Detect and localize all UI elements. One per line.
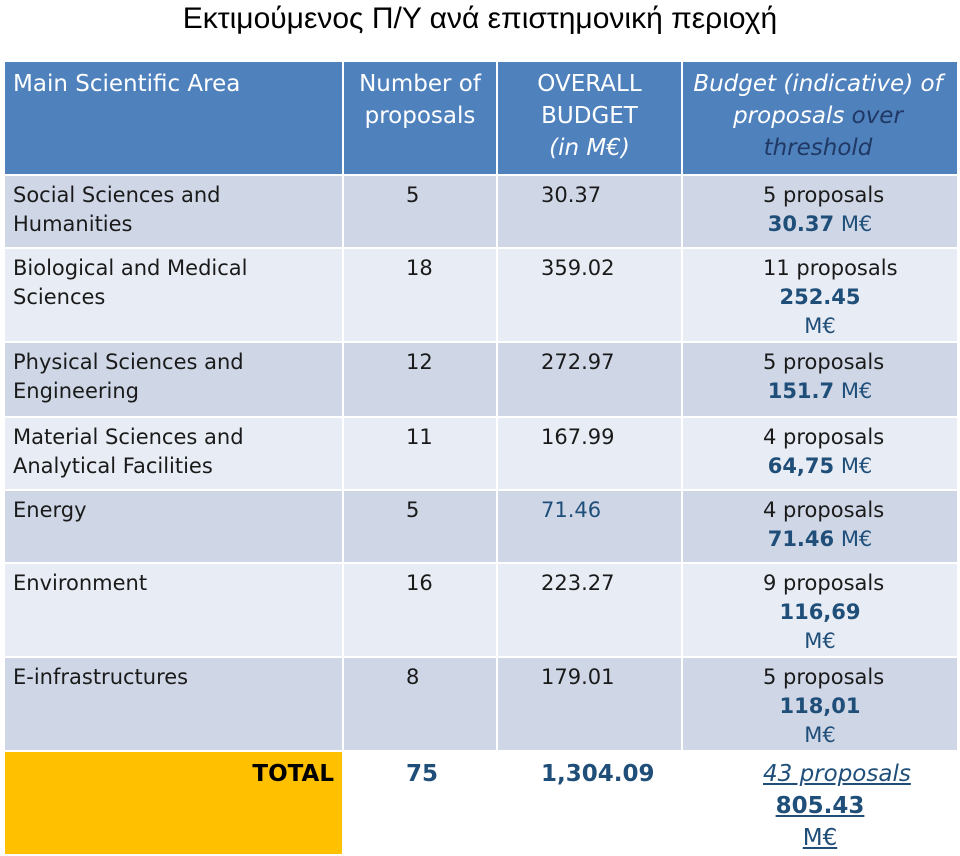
area-cell: Physical Sciences and Engineering — [3, 341, 344, 418]
header-threshold: Budget (indicative) of proposals over th… — [681, 60, 959, 176]
threshold-count: 11 proposals — [763, 256, 898, 280]
threshold-amount-value: 116,69 — [779, 600, 861, 624]
header-budget-line2: BUDGET — [541, 103, 638, 129]
budget-cell: 223.27 — [496, 562, 683, 658]
header-area: Main Scientific Area — [3, 60, 344, 176]
area-cell: Material Sciences and Analytical Facilit… — [3, 416, 344, 491]
header-budget: OVERALL BUDGET (in M€) — [496, 60, 683, 176]
table-row: Material Sciences and Analytical Facilit… — [3, 416, 959, 491]
threshold-amount-unit: M€ — [834, 454, 873, 478]
area-cell: E-infrastructures — [3, 656, 344, 752]
threshold-cell: 4 proposals 64,75 M€ — [681, 416, 959, 491]
table-row: Physical Sciences and Engineering 12 272… — [3, 341, 959, 418]
area-cell: Energy — [3, 489, 344, 564]
table-row: Environment 16 223.27 9 proposals 116,69… — [3, 562, 959, 658]
budget-cell: 30.37 — [496, 174, 683, 249]
proposals-cell: 18 — [342, 247, 498, 343]
threshold-amount-unit: M€ — [834, 527, 873, 551]
total-proposals: 75 — [342, 750, 498, 856]
threshold-amount-unit: M€ — [804, 314, 836, 338]
budget-cell: 71.46 — [496, 489, 683, 564]
threshold-amount: 252.45 M€ — [763, 283, 957, 341]
threshold-amount-unit: M€ — [804, 723, 836, 747]
threshold-cell: 9 proposals 116,69 M€ — [681, 562, 959, 658]
header-threshold-line2a: proposals — [733, 103, 845, 129]
threshold-count: 5 proposals — [763, 183, 885, 207]
threshold-cell: 4 proposals 71.46 M€ — [681, 489, 959, 564]
header-budget-line3: (in M€) — [549, 135, 630, 161]
threshold-cell: 11 proposals 252.45 M€ — [681, 247, 959, 343]
total-threshold-amount: 805.43 M€ — [763, 790, 957, 854]
proposals-cell: 12 — [342, 341, 498, 418]
threshold-cell: 5 proposals 151.7 M€ — [681, 341, 959, 418]
header-proposals-line1: Number of — [359, 71, 481, 97]
threshold-amount: 151.7 M€ — [763, 377, 957, 406]
total-threshold-amount-unit: M€ — [802, 825, 838, 851]
proposals-cell: 11 — [342, 416, 498, 491]
threshold-amount-value: 71.46 — [767, 527, 835, 551]
table-row: Biological and Medical Sciences 18 359.0… — [3, 247, 959, 343]
area-cell: Environment — [3, 562, 344, 658]
threshold-amount: 30.37 M€ — [763, 210, 957, 239]
header-proposals-line2: proposals — [364, 103, 476, 129]
header-threshold-line1: Budget (indicative) of — [693, 71, 943, 97]
table-header-row: Main Scientific Area Number of proposals… — [3, 60, 959, 176]
threshold-amount-value: 30.37 — [767, 212, 835, 236]
threshold-count: 4 proposals — [763, 425, 885, 449]
proposals-cell: 8 — [342, 656, 498, 752]
total-threshold: 43 proposals 805.43 M€ — [681, 750, 959, 856]
header-area-label: Main Scientific Area — [13, 71, 241, 97]
budget-table: Main Scientific Area Number of proposals… — [3, 60, 959, 856]
threshold-amount: 116,69 M€ — [763, 598, 957, 656]
header-threshold-line3: threshold — [763, 135, 873, 161]
threshold-count: 5 proposals — [763, 350, 885, 374]
table-row: Energy 5 71.46 4 proposals 71.46 M€ — [3, 489, 959, 564]
total-threshold-count: 43 proposals — [763, 761, 911, 787]
threshold-count: 4 proposals — [763, 498, 885, 522]
area-cell: Biological and Medical Sciences — [3, 247, 344, 343]
proposals-cell: 5 — [342, 489, 498, 564]
threshold-amount-value: 151.7 — [767, 379, 835, 403]
threshold-amount: 118,01 M€ — [763, 692, 957, 750]
proposals-cell: 5 — [342, 174, 498, 249]
header-proposals: Number of proposals — [342, 60, 498, 176]
budget-cell: 359.02 — [496, 247, 683, 343]
threshold-cell: 5 proposals 118,01 M€ — [681, 656, 959, 752]
threshold-count: 5 proposals — [763, 665, 885, 689]
header-budget-line1: OVERALL — [537, 71, 642, 97]
threshold-amount: 64,75 M€ — [763, 452, 957, 481]
total-threshold-amount-value: 805.43 — [775, 793, 865, 819]
total-row: TOTAL 75 1,304.09 43 proposals 805.43 M€ — [3, 750, 959, 856]
total-label: TOTAL — [3, 750, 344, 856]
budget-cell: 167.99 — [496, 416, 683, 491]
threshold-cell: 5 proposals 30.37 M€ — [681, 174, 959, 249]
threshold-amount: 71.46 M€ — [763, 525, 957, 554]
threshold-amount-value: 252.45 — [779, 285, 861, 309]
area-cell: Social Sciences and Humanities — [3, 174, 344, 249]
header-threshold-line2b: over — [844, 103, 903, 129]
proposals-cell: 16 — [342, 562, 498, 658]
threshold-amount-unit: M€ — [804, 629, 836, 653]
threshold-amount-value: 64,75 — [767, 454, 835, 478]
threshold-count: 9 proposals — [763, 571, 885, 595]
page-title: Εκτιμούμενος Π/Υ ανά επιστημονική περιοχ… — [182, 2, 778, 35]
budget-cell: 179.01 — [496, 656, 683, 752]
table-row: E-infrastructures 8 179.01 5 proposals 1… — [3, 656, 959, 752]
total-budget: 1,304.09 — [496, 750, 683, 856]
threshold-amount-unit: M€ — [834, 212, 873, 236]
threshold-amount-unit: M€ — [834, 379, 873, 403]
budget-cell: 272.97 — [496, 341, 683, 418]
threshold-amount-value: 118,01 — [779, 694, 861, 718]
table-row: Social Sciences and Humanities 5 30.37 5… — [3, 174, 959, 249]
